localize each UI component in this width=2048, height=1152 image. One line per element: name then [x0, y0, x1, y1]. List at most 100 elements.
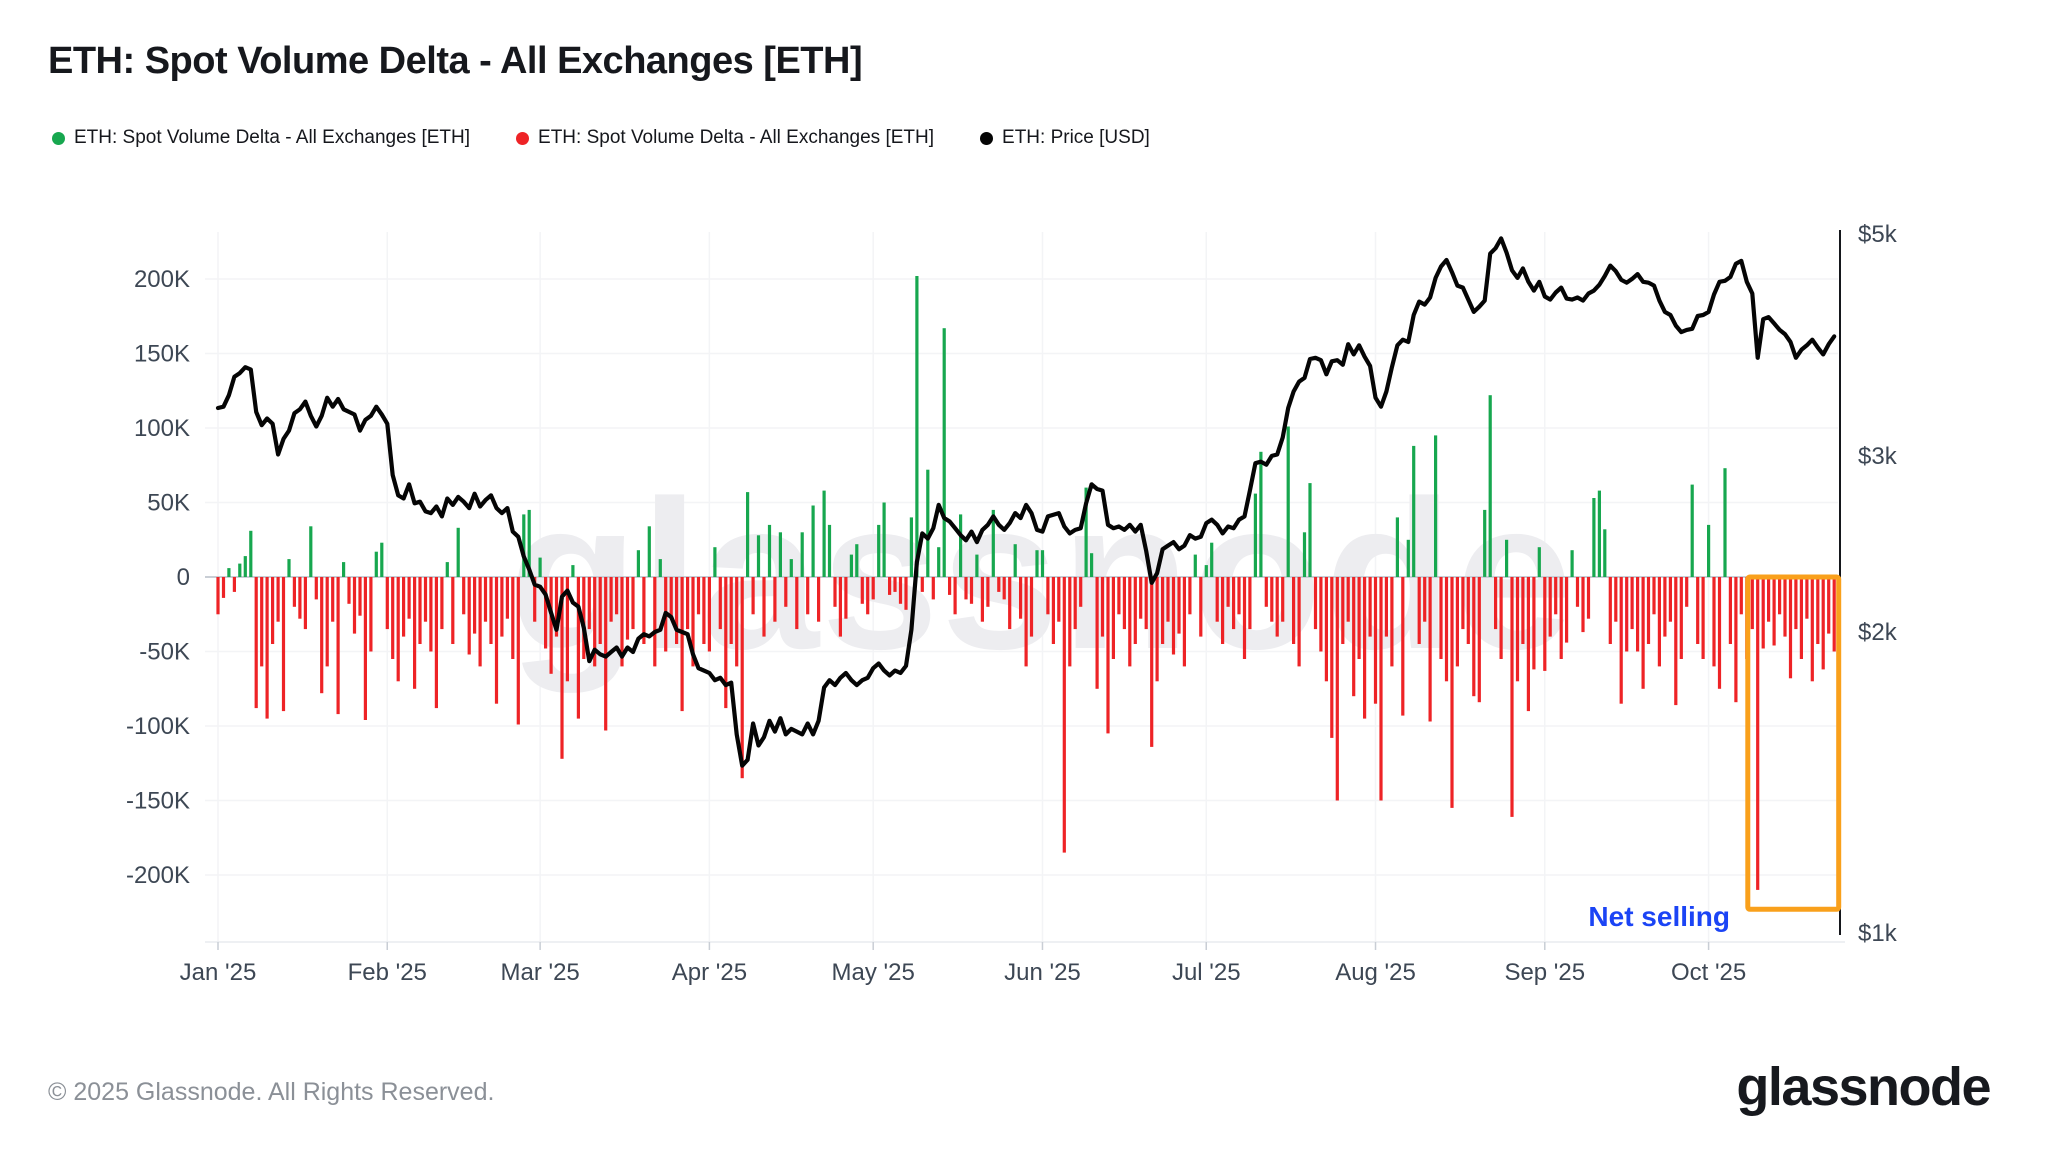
sell-volume-bar[interactable] [1636, 577, 1640, 652]
sell-volume-bar[interactable] [1155, 577, 1159, 682]
sell-volume-bar[interactable] [1363, 577, 1367, 719]
buy-volume-bar[interactable] [756, 535, 761, 577]
sell-volume-bar[interactable] [440, 577, 444, 630]
sell-volume-bar[interactable] [1057, 577, 1061, 622]
buy-volume-bar[interactable] [789, 559, 793, 577]
sell-volume-bar[interactable] [735, 577, 739, 667]
sell-volume-bar[interactable] [1029, 577, 1034, 637]
sell-volume-bar[interactable] [1423, 577, 1427, 622]
buy-volume-bar[interactable] [767, 524, 772, 577]
sell-volume-bar[interactable] [505, 577, 509, 619]
sell-volume-bar[interactable] [1232, 577, 1236, 630]
buy-volume-bar[interactable] [915, 276, 919, 577]
sell-volume-bar[interactable] [1761, 577, 1765, 649]
sell-volume-bar[interactable] [997, 577, 1001, 592]
buy-volume-bar[interactable] [1286, 426, 1290, 578]
sell-volume-bar[interactable] [1767, 577, 1771, 622]
buy-volume-bar[interactable] [374, 551, 378, 577]
buy-volume-bar[interactable] [1395, 517, 1399, 577]
buy-volume-bar[interactable] [877, 524, 881, 577]
buy-volume-bar[interactable] [380, 542, 384, 577]
sell-volume-bar[interactable] [554, 577, 559, 637]
sell-volume-bar[interactable] [565, 577, 569, 682]
sell-volume-bar[interactable] [986, 577, 990, 607]
buy-volume-bar[interactable] [926, 469, 930, 577]
buy-volume-bar[interactable] [1570, 550, 1574, 577]
sell-volume-bar[interactable] [1133, 577, 1137, 644]
sell-volume-bar[interactable] [385, 577, 389, 630]
sell-volume-bar[interactable] [1068, 577, 1072, 667]
sell-volume-bar[interactable] [1554, 577, 1558, 615]
sell-volume-bar[interactable] [931, 577, 935, 600]
buy-volume-bar[interactable] [342, 562, 346, 577]
sell-volume-bar[interactable] [363, 577, 367, 720]
sell-volume-bar[interactable] [473, 577, 477, 634]
buy-volume-bar[interactable] [959, 514, 963, 577]
sell-volume-bar[interactable] [980, 577, 984, 622]
buy-volume-bar[interactable] [713, 547, 717, 577]
sell-volume-bar[interactable] [1292, 577, 1296, 644]
buy-volume-bar[interactable] [1193, 554, 1197, 577]
buy-volume-bar[interactable] [527, 509, 531, 577]
sell-volume-bar[interactable] [1199, 577, 1203, 637]
sell-volume-bar[interactable] [1805, 577, 1809, 619]
sell-volume-bar[interactable] [1575, 577, 1580, 607]
buy-volume-bar[interactable] [1412, 445, 1416, 577]
sell-volume-bar[interactable] [352, 577, 357, 634]
sell-volume-bar[interactable] [325, 577, 329, 667]
sell-volume-bar[interactable] [953, 577, 957, 615]
sell-volume-bar[interactable] [1117, 577, 1121, 615]
sell-volume-bar[interactable] [1401, 577, 1405, 716]
sell-volume-bar[interactable] [1630, 577, 1634, 630]
sell-volume-bar[interactable] [1652, 577, 1656, 615]
sell-volume-bar[interactable] [462, 577, 466, 615]
sell-volume-bar[interactable] [1799, 577, 1803, 659]
buy-volume-bar[interactable] [1483, 509, 1487, 577]
buy-volume-bar[interactable] [1084, 487, 1088, 577]
buy-volume-bar[interactable] [746, 492, 750, 577]
sell-volume-bar[interactable] [1062, 577, 1066, 853]
sell-volume-bar[interactable] [1106, 577, 1110, 734]
sell-volume-bar[interactable] [1619, 577, 1623, 704]
sell-volume-bar[interactable] [1242, 577, 1247, 659]
sell-volume-bar[interactable] [587, 577, 591, 630]
sell-volume-bar[interactable] [1646, 577, 1651, 644]
sell-volume-bar[interactable] [500, 577, 504, 637]
sell-volume-bar[interactable] [1417, 577, 1421, 644]
sell-volume-bar[interactable] [265, 577, 269, 719]
buy-volume-bar[interactable] [658, 559, 662, 577]
sell-volume-bar[interactable] [1346, 577, 1350, 622]
buy-volume-bar[interactable] [1505, 539, 1509, 578]
sell-volume-bar[interactable] [1461, 577, 1465, 630]
sell-volume-bar[interactable] [1384, 577, 1388, 637]
sell-volume-bar[interactable] [281, 577, 286, 712]
sell-volume-bar[interactable] [1532, 577, 1536, 670]
sell-volume-bar[interactable] [1019, 577, 1023, 619]
sell-volume-bar[interactable] [1357, 577, 1361, 659]
sell-volume-bar[interactable] [1750, 577, 1754, 630]
sell-volume-bar[interactable] [1281, 577, 1285, 622]
buy-volume-bar[interactable] [800, 532, 804, 577]
sell-volume-bar[interactable] [292, 577, 296, 607]
buy-volume-bar[interactable] [855, 544, 859, 577]
sell-volume-bar[interactable] [331, 577, 335, 622]
sell-volume-bar[interactable] [762, 577, 766, 637]
sell-volume-bar[interactable] [1046, 577, 1050, 615]
buy-volume-bar[interactable] [1488, 395, 1492, 577]
sell-volume-bar[interactable] [615, 577, 619, 615]
buy-volume-bar[interactable] [1013, 544, 1017, 577]
buy-volume-bar[interactable] [1259, 451, 1263, 577]
sell-volume-bar[interactable] [429, 577, 433, 652]
sell-volume-bar[interactable] [1472, 577, 1476, 697]
sell-volume-bar[interactable] [1728, 577, 1732, 644]
sell-volume-bar[interactable] [625, 577, 630, 640]
buy-volume-bar[interactable] [1690, 484, 1694, 577]
buy-volume-bar[interactable] [1035, 550, 1039, 577]
sell-volume-bar[interactable] [1215, 577, 1219, 622]
sell-volume-bar[interactable] [1641, 577, 1645, 689]
sell-volume-bar[interactable] [1073, 577, 1077, 630]
sell-volume-bar[interactable] [516, 577, 520, 725]
sell-volume-bar[interactable] [1352, 577, 1356, 697]
sell-volume-bar[interactable] [254, 577, 258, 709]
sell-volume-bar[interactable] [702, 577, 706, 644]
